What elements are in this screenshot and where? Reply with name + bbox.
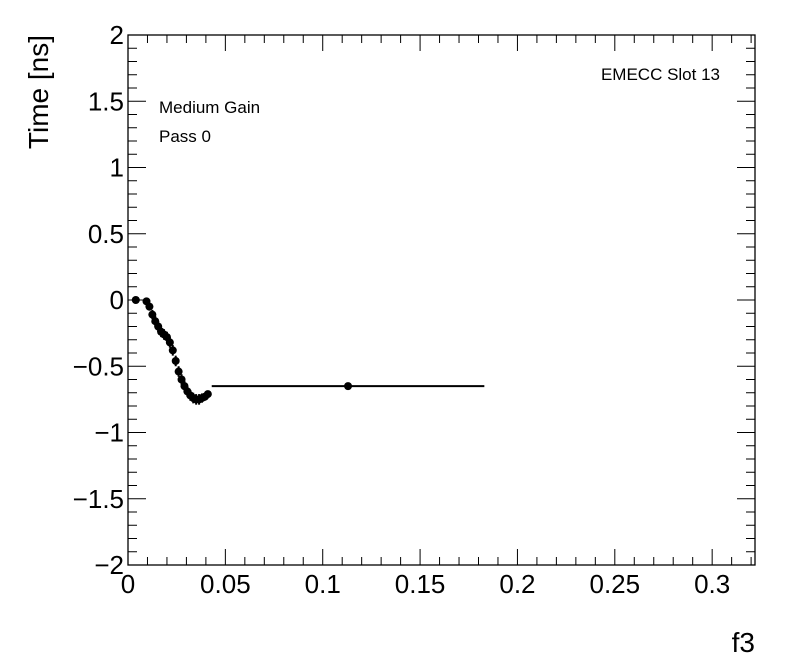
- axis-ticks: [127, 34, 755, 566]
- y-tick-label: −0.5: [73, 351, 124, 381]
- data-point: [171, 356, 180, 365]
- pass-annotation: Pass 0: [159, 127, 211, 146]
- data-point: [344, 382, 353, 391]
- data-point: [131, 296, 140, 304]
- y-tick-label: 1.5: [88, 86, 124, 116]
- x-tick-label: 0.15: [395, 569, 446, 599]
- y-tick-label: 2: [110, 20, 124, 50]
- x-tick-label: 0.05: [200, 569, 251, 599]
- x-tick-label: 0.25: [589, 569, 640, 599]
- gain-annotation: Medium Gain: [159, 98, 260, 117]
- y-tick-label: 1: [110, 153, 124, 183]
- y-tick-label: 0.5: [88, 219, 124, 249]
- data-point: [145, 302, 154, 311]
- y-axis-title: Time [ns]: [23, 35, 54, 149]
- x-tick-label: 0.3: [694, 569, 730, 599]
- data-point: [165, 338, 174, 347]
- y-tick-label: −2: [94, 550, 124, 580]
- y-tick-label: 0: [110, 285, 124, 315]
- x-tick-label: 0: [121, 569, 135, 599]
- data-point: [203, 390, 212, 399]
- x-axis-title: f3: [732, 627, 755, 658]
- data-marks: [131, 296, 485, 405]
- y-tick-label: −1.5: [73, 484, 124, 514]
- y-tick-label: −1: [94, 418, 124, 448]
- data-point: [168, 346, 177, 355]
- axis-tick-labels: 0 0.05 0.1 0.15 0.2 0.25 0.3 −2 −1.5 −1 −0.5 0 0.5 1 1…: [73, 20, 731, 599]
- slot-annotation: EMECC Slot 13: [601, 65, 720, 84]
- x-tick-label: 0.2: [499, 569, 535, 599]
- x-tick-label: 0.1: [305, 569, 341, 599]
- data-point: [174, 367, 183, 376]
